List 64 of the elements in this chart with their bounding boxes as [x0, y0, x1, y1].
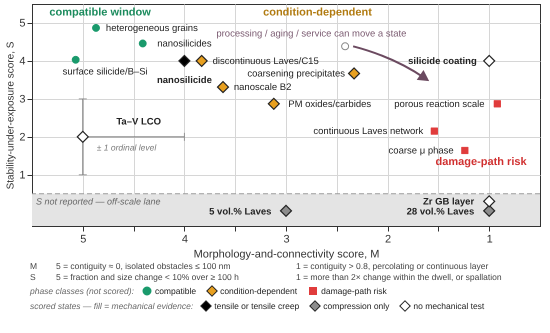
point — [72, 56, 80, 64]
x-tick-label: 3 — [283, 234, 290, 246]
y-tick-label: 4 — [19, 55, 26, 68]
text: 5 = fraction and size change < 10% over ≥ 100 h — [56, 272, 240, 282]
x-tick-label: 1 — [486, 234, 493, 246]
point — [483, 204, 496, 217]
point — [494, 100, 501, 108]
band-label: S not reported — off-scale lane — [36, 196, 161, 207]
legend-label: condition-dependent — [220, 286, 298, 296]
legend-label: no mechanical test — [413, 301, 484, 311]
point — [138, 40, 147, 48]
point — [483, 54, 496, 67]
text: scored states — fill = mechanical evidence: — [30, 301, 194, 311]
annotation: ± 1 ordinal level — [96, 142, 158, 152]
annotation: Ta–V LCO — [116, 116, 162, 128]
point — [76, 130, 89, 143]
annotation: condition-dependent — [263, 6, 372, 18]
annotation: PM oxides/carbides — [288, 98, 372, 110]
y-tick-label: 2 — [19, 131, 26, 144]
annotation: Zr GB layer — [422, 196, 474, 208]
x-axis-title: Morphology-and-connectivity score, M — [194, 248, 380, 260]
point — [268, 98, 280, 110]
text: S — [30, 272, 37, 282]
y-tick-label: 5 — [19, 17, 26, 30]
x-tick-label: 4 — [182, 234, 188, 246]
legend-label: tensile or tensile creep — [214, 301, 300, 311]
text: 1 = more than 2× change within the dwell, or spallation — [296, 272, 503, 282]
point — [92, 24, 100, 32]
annotation: porous reaction scale — [394, 98, 485, 110]
y-tick-label: 3 — [19, 93, 26, 106]
annotation: discontinuous Laves/C15 — [212, 56, 319, 67]
text: M — [30, 261, 38, 271]
legend-label: compression only — [323, 301, 390, 311]
annotation: continuous Laves network — [313, 126, 424, 138]
text: 5 = contiguity ≈ 0, isolated obstacles ≤ 100 nm — [56, 261, 232, 271]
annotation: nanoscale B2 — [234, 82, 292, 94]
annotation: nanosilicides — [157, 38, 212, 50]
point — [196, 54, 208, 67]
y-tick-label: 1 — [19, 169, 26, 182]
point — [216, 81, 230, 94]
annotation: 5 vol.% Laves — [209, 206, 272, 218]
point — [483, 195, 496, 208]
point — [430, 128, 438, 135]
annotation: compatible window — [49, 6, 152, 18]
annotation: heterogeneous grains — [106, 22, 198, 34]
annotation: damage-path risk — [436, 156, 528, 168]
annotation: silicide coating — [408, 56, 477, 67]
text: 1 = contiguity > 0.8, percolating or continuous layer — [296, 261, 490, 271]
point — [461, 146, 468, 154]
annotation: surface silicide/B–Si — [62, 66, 148, 78]
annotation: coarse μ phase — [388, 145, 454, 156]
legend-label: compatible — [154, 286, 196, 296]
legend-label: damage-path risk — [321, 286, 387, 296]
point — [348, 67, 360, 80]
y-axis-title: Stability-under-exposure score, S — [5, 41, 16, 190]
annotation: processing / aging / service can move a state — [216, 28, 406, 40]
x-tick-label: 5 — [80, 234, 86, 246]
point — [280, 204, 292, 217]
annotation: coarsening precipitates — [247, 68, 346, 80]
legend-title: phase classes (not scored): — [30, 286, 134, 296]
x-tick-label: 2 — [385, 234, 392, 246]
annotation: 28 vol.% Laves — [406, 206, 474, 218]
point — [178, 54, 190, 67]
annotation: nanosilicide — [156, 74, 212, 86]
